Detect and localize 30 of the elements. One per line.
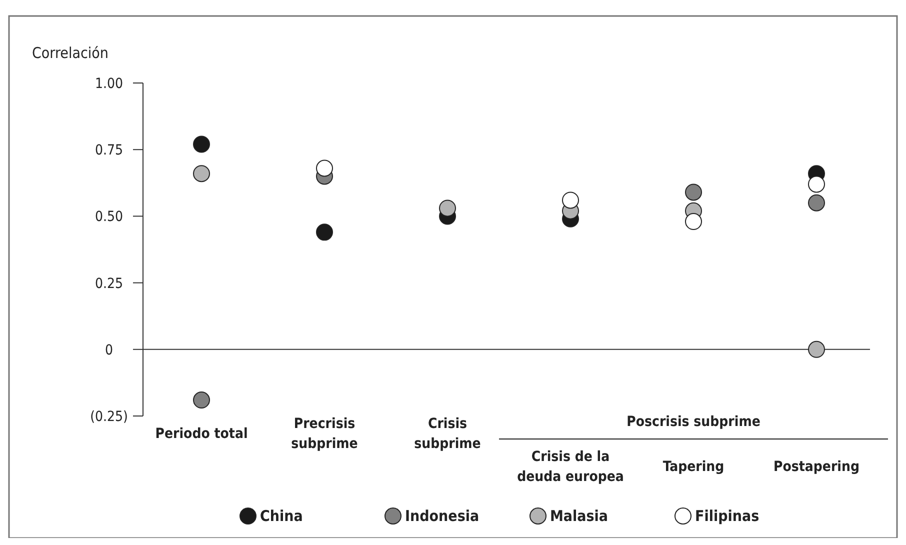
x-tick-label: Crisis subprime <box>414 416 481 452</box>
legend-label: Filipinas <box>695 507 760 525</box>
point <box>193 392 210 409</box>
y-tick-label: 0.75 <box>94 142 124 159</box>
y-tick-label: 0 <box>104 342 114 358</box>
y-tick-label: 0.50 <box>94 209 124 226</box>
y-tick-label: (0.25) <box>90 409 128 425</box>
annotation: Poscrisis subprime <box>626 414 760 430</box>
point <box>808 340 825 358</box>
x-tick-label: Periodo total <box>155 426 248 442</box>
point <box>808 194 825 212</box>
legend-label: Indonesia <box>405 507 480 525</box>
point <box>439 200 456 217</box>
x-tick-label: Tapering <box>662 459 724 475</box>
x-tick-label: Postapering <box>774 459 860 475</box>
legend-label: China <box>260 507 303 525</box>
point <box>316 224 333 241</box>
y-axis-title: Correlación <box>32 44 108 62</box>
point <box>193 165 210 182</box>
y-tick-label: 0.25 <box>94 276 124 292</box>
x-tick-label: Crisis de la deuda europea <box>517 449 624 485</box>
point <box>685 184 702 201</box>
x-tick-label: Precrisis subprime <box>291 416 358 452</box>
point <box>808 176 825 193</box>
point <box>685 213 702 230</box>
legend-label: Malasia <box>550 507 608 525</box>
point <box>193 136 210 153</box>
y-tick-label: 1.00 <box>94 76 124 92</box>
point <box>562 192 579 209</box>
point <box>316 160 333 177</box>
